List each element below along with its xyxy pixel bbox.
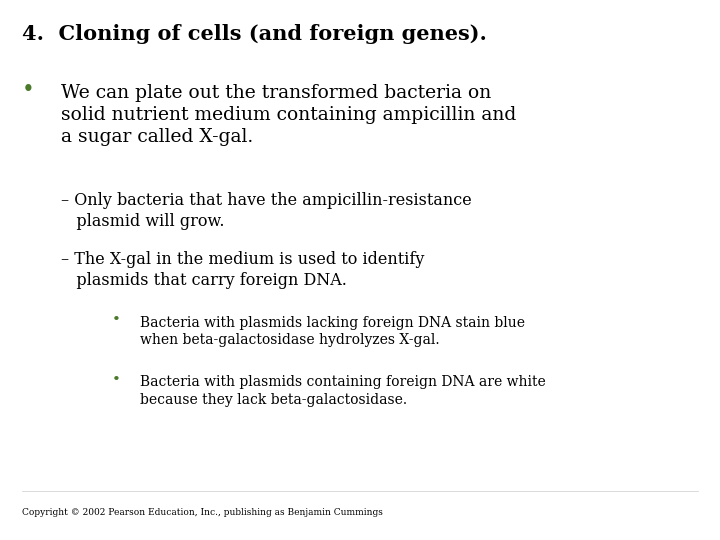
Text: Copyright © 2002 Pearson Education, Inc., publishing as Benjamin Cummings: Copyright © 2002 Pearson Education, Inc.… xyxy=(22,508,382,517)
Text: – The X-gal in the medium is used to identify
   plasmids that carry foreign DNA: – The X-gal in the medium is used to ide… xyxy=(61,251,425,289)
Text: •: • xyxy=(112,373,120,387)
Text: We can plate out the transformed bacteria on
solid nutrient medium containing am: We can plate out the transformed bacteri… xyxy=(61,84,516,146)
Text: •: • xyxy=(22,79,35,102)
Text: Bacteria with plasmids containing foreign DNA are white
because they lack beta-g: Bacteria with plasmids containing foreig… xyxy=(140,375,546,407)
Text: – Only bacteria that have the ampicillin-resistance
   plasmid will grow.: – Only bacteria that have the ampicillin… xyxy=(61,192,472,230)
Text: •: • xyxy=(112,313,120,327)
Text: 4.  Cloning of cells (and foreign genes).: 4. Cloning of cells (and foreign genes). xyxy=(22,24,487,44)
Text: Bacteria with plasmids lacking foreign DNA stain blue
when beta-galactosidase hy: Bacteria with plasmids lacking foreign D… xyxy=(140,316,526,347)
